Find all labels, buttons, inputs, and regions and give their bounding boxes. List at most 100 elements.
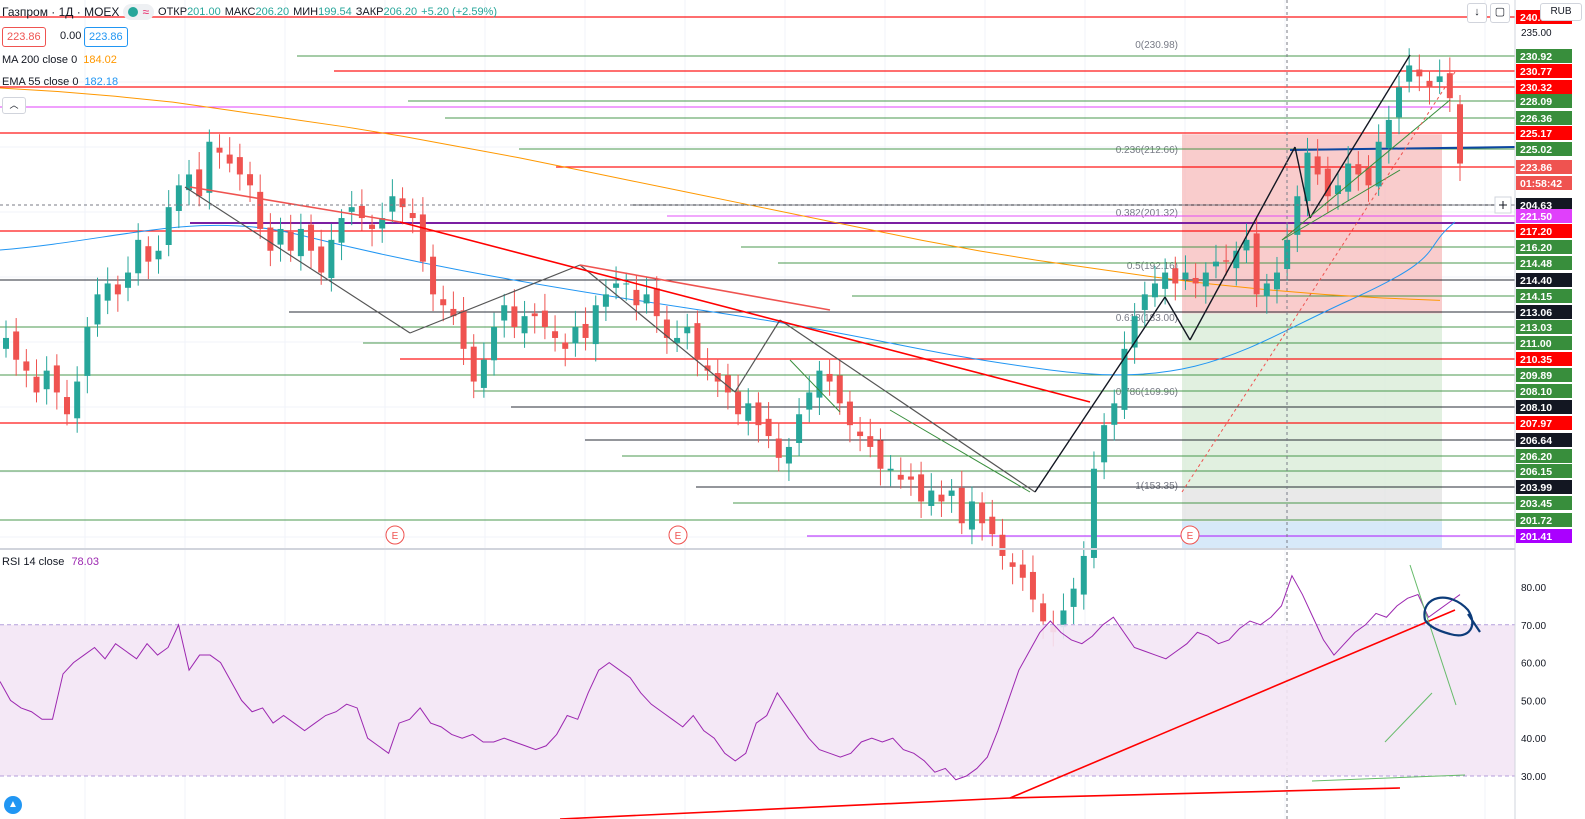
candle-body [1151,283,1158,298]
price-label-bg [1516,464,1572,478]
candle-body [521,316,528,334]
candle-body [257,191,264,229]
candle-body [1121,348,1128,410]
price-label: 206.64 [1520,435,1552,447]
scroll-down-button[interactable]: ↓ [1467,3,1487,23]
price-label-bg [1516,209,1572,223]
candle-body [572,327,579,344]
candle-body [1090,468,1097,558]
candle-body [1202,272,1209,287]
candle-body [3,337,9,349]
candle-body [1182,272,1189,280]
price-label-bg [1516,126,1572,140]
fib-level-label: 0.382(201.32) [1116,208,1178,219]
candle-body [125,272,132,288]
currency-label[interactable]: RUB [1540,3,1582,21]
candle-body [582,323,589,338]
candle-body [704,365,711,371]
sell-price-box[interactable]: 223.86 [2,27,46,47]
fib-level-label: 0.5(192.16) [1127,261,1178,272]
ma200-line [0,87,1441,301]
candle-body [877,440,884,469]
candle-body [602,294,609,307]
price-label: 225.17 [1520,128,1552,140]
candle-body [1395,87,1402,118]
price-label: 206.15 [1520,466,1552,478]
price-label-bg [1516,160,1572,174]
candle-body [43,370,50,390]
candle-body [491,327,498,361]
rsi-trend-line [559,797,1011,819]
candle-body [94,294,101,325]
candle-body [450,308,457,317]
candle-body [897,474,904,480]
candle-body [369,224,376,229]
price-label-bg [1516,198,1572,212]
candle-body [552,331,559,338]
candle-body [1345,163,1352,192]
candle-body [1355,164,1362,175]
candle-body [206,141,213,193]
rsi-axis-tick: 60.00 [1521,659,1546,670]
candle-body [1253,233,1260,295]
candle-body [430,256,437,295]
price-label: 209.89 [1520,370,1552,382]
price-label: 203.99 [1520,482,1552,494]
candle-body [613,283,620,288]
candle-body [389,196,396,212]
candle-body [247,174,254,186]
price-label: 206.20 [1520,451,1552,463]
fib-zone-gray [1182,488,1442,522]
price-label: 230.77 [1520,66,1552,78]
symbol-title[interactable]: Газпром · 1Д · MOEX [2,5,120,19]
candle-body [907,476,914,480]
market-open-icon [128,7,139,17]
price-label-bg [1516,273,1572,287]
trend-line [1164,296,1191,341]
candle-body [1192,277,1199,284]
rsi-green-line [1409,564,1457,706]
candle-body [623,283,630,285]
candle-body [999,534,1006,556]
price-label: 201.72 [1520,515,1552,527]
rsi-green-line [1311,774,1466,782]
candle-body [267,227,274,251]
earnings-event-label: E [675,531,682,542]
candle-body [1029,571,1036,600]
status-pill[interactable]: ≈ [123,4,155,20]
rsi-green-line [1384,692,1433,743]
tradingview-logo-icon[interactable]: ▲ [4,796,22,814]
fib-zone-bottom [1182,521,1442,548]
collapse-legend-button[interactable]: ︿ [2,97,26,114]
price-label-bg [1516,513,1572,527]
buy-price-box[interactable]: 223.86 [84,27,128,47]
candle-body [84,327,91,376]
price-label-bg [1516,176,1572,190]
wave-icon: ≈ [142,5,150,19]
candle-body [653,288,660,317]
candle-body [918,474,925,502]
price-label: 217.20 [1520,226,1552,238]
candle-body [1416,69,1423,77]
price-label-bg [1516,94,1572,108]
candle-body [1040,603,1047,622]
fib-level-label: 0.236(212.66) [1116,145,1178,156]
candle-body [165,207,172,245]
price-label: 207.97 [1520,418,1552,430]
rsi-legend[interactable]: RSI 14 close 78.03 [2,556,99,568]
ema55-legend[interactable]: EMA 55 close 0 182.18 [2,76,119,88]
spread-value: 0.00 [60,30,82,42]
ma200-legend[interactable]: MA 200 close 0 184.02 [2,54,117,66]
price-label-bg [1516,305,1572,319]
fib-zone-middle [1182,313,1442,489]
price-label-bg [1516,449,1572,463]
candle-body [1243,239,1250,251]
maximize-button[interactable]: ▢ [1490,3,1510,23]
candle-body [53,365,60,393]
rsi-line [0,574,1461,781]
candle-body [887,468,894,471]
hand-drawn-circle [1423,596,1481,637]
candle-body [948,490,955,496]
candle-body [1304,152,1311,202]
